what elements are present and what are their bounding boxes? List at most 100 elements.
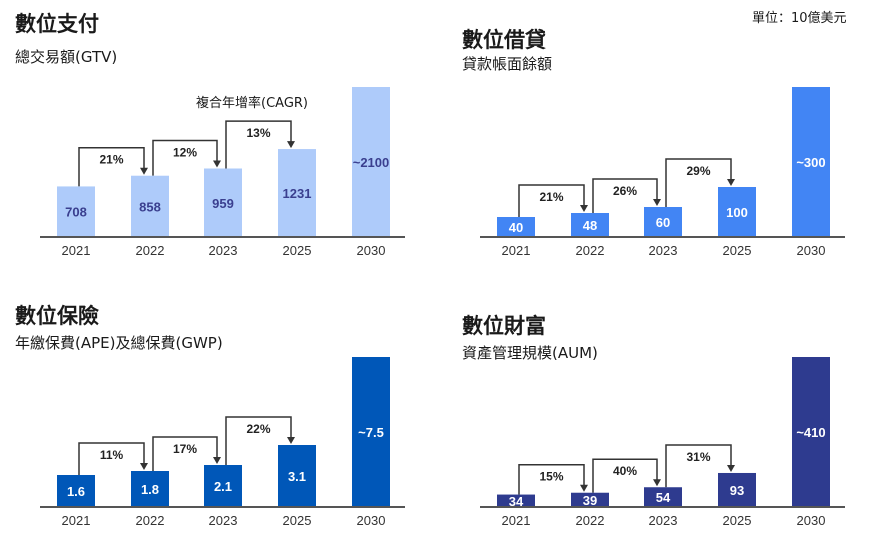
- x-tick-label: 2030: [357, 513, 386, 528]
- bar: [571, 492, 609, 507]
- bar: [497, 494, 535, 507]
- x-tick-label: 2023: [209, 513, 238, 528]
- cagr-label: 複合年增率(CAGR): [196, 96, 308, 111]
- bar: [352, 357, 390, 507]
- growth-arrow: [225, 120, 292, 169]
- bar: [204, 168, 242, 237]
- data-label: 708: [65, 205, 87, 220]
- chart-plot: 21% 12% 13% 708 2021 858 2022 959 2023 1231 2025 ~2…: [40, 87, 405, 258]
- chart-plot: 15% 40% 31% 34 2021 39 2022 54 2023 93 2025 ~410 203…: [480, 357, 845, 528]
- growth-label: 15%: [539, 470, 563, 484]
- bar: [204, 465, 242, 507]
- chart-digital-lending: 數位借貸 貸款帳面餘額 21% 26% 29% 40 2021 48 2022 60 2023 1…: [440, 0, 880, 270]
- growth-arrow: [592, 178, 658, 213]
- growth-label: 21%: [539, 190, 563, 204]
- data-label: 54: [656, 490, 671, 505]
- arrowhead-icon: [287, 437, 295, 444]
- x-tick-label: 2025: [283, 513, 312, 528]
- arrowhead-icon: [287, 141, 295, 149]
- growth-label: 22%: [246, 422, 270, 436]
- data-label: 93: [730, 483, 744, 498]
- data-label: 40: [509, 220, 523, 235]
- data-label: 858: [139, 199, 161, 214]
- x-tick-label: 2022: [136, 513, 165, 528]
- x-tick-label: 2030: [797, 243, 826, 258]
- chart-subtitle: 貸款帳面餘額: [462, 55, 553, 73]
- growth-arrow: [592, 458, 658, 493]
- bar: [278, 149, 316, 237]
- x-tick-label: 2022: [136, 243, 165, 258]
- growth-label: 31%: [686, 450, 710, 464]
- bar: [352, 87, 390, 237]
- growth-label: 40%: [613, 464, 637, 478]
- bar: [792, 87, 830, 237]
- bar: [571, 213, 609, 237]
- growth-label: 13%: [246, 126, 270, 140]
- data-label: ~2100: [353, 155, 390, 170]
- arrowhead-icon: [140, 463, 148, 470]
- growth-label: 26%: [613, 184, 637, 198]
- arrowhead-icon: [580, 484, 588, 492]
- growth-arrow: [665, 158, 732, 207]
- growth-arrow: [78, 442, 145, 475]
- arrowhead-icon: [580, 205, 588, 212]
- growth-arrow: [78, 146, 145, 187]
- arrowhead-icon: [653, 199, 661, 206]
- chart-title: 數位保險: [15, 304, 99, 328]
- growth-label: 11%: [100, 448, 124, 462]
- x-tick-label: 2023: [209, 243, 238, 258]
- arrowhead-icon: [727, 464, 735, 472]
- growth-arrow: [518, 463, 585, 495]
- x-tick-label: 2021: [62, 513, 91, 528]
- bar: [57, 186, 95, 237]
- unit-label: 單位：10億美元: [752, 11, 847, 26]
- data-label: 34: [509, 494, 524, 509]
- bar: [497, 217, 535, 237]
- chart-title: 數位借貸: [462, 28, 546, 52]
- x-tick-label: 2030: [797, 513, 826, 528]
- x-tick-label: 2021: [502, 513, 531, 528]
- chart-digital-insurance: 數位保險 年繳保費(APE)及總保費(GWP) 11% 17% 22% 1.6 2021…: [0, 270, 440, 540]
- x-tick-label: 2021: [502, 243, 531, 258]
- data-label: 1.8: [141, 482, 159, 497]
- data-label: 60: [656, 215, 670, 230]
- data-label: 39: [583, 493, 597, 508]
- growth-arrow: [665, 444, 732, 488]
- x-tick-label: 2025: [283, 243, 312, 258]
- bar: [278, 445, 316, 507]
- growth-arrow: [518, 184, 585, 217]
- x-tick-label: 2021: [62, 243, 91, 258]
- data-label: 48: [583, 218, 597, 233]
- growth-label: 12%: [173, 146, 197, 160]
- bar: [718, 187, 756, 237]
- arrowhead-icon: [140, 167, 148, 175]
- data-label: 1.6: [67, 484, 85, 499]
- chart-title: 數位支付: [15, 12, 99, 36]
- data-label: ~300: [796, 155, 825, 170]
- bar: [644, 487, 682, 507]
- bar: [131, 471, 169, 507]
- bar: [57, 475, 95, 507]
- chart-plot: 11% 17% 22% 1.6 2021 1.8 2022 2.1 2023 3.1 2025 ~7.…: [40, 357, 405, 528]
- chart-subtitle: 年繳保費(APE)及總保費(GWP): [15, 334, 223, 352]
- data-label: ~410: [796, 425, 825, 440]
- arrowhead-icon: [213, 160, 221, 168]
- data-label: 100: [726, 205, 748, 220]
- bar: [718, 472, 756, 507]
- chart-subtitle: 總交易額(GTV): [15, 48, 118, 66]
- x-tick-label: 2023: [649, 513, 678, 528]
- data-label: 1231: [283, 186, 312, 201]
- data-label: 959: [212, 196, 234, 211]
- growth-label: 29%: [686, 164, 710, 178]
- x-tick-label: 2025: [723, 513, 752, 528]
- x-tick-label: 2030: [357, 243, 386, 258]
- data-label: ~7.5: [358, 425, 384, 440]
- chart-title: 數位財富: [462, 314, 546, 338]
- chart-digital-wealth: 數位財富 資產管理規模(AUM) 15% 40% 31% 34 2021 39 2022 54…: [440, 270, 880, 540]
- x-tick-label: 2025: [723, 243, 752, 258]
- x-tick-label: 2022: [576, 243, 605, 258]
- arrowhead-icon: [653, 479, 661, 487]
- chart-subtitle: 資產管理規模(AUM): [462, 344, 598, 362]
- bar: [644, 207, 682, 237]
- bar: [131, 175, 169, 237]
